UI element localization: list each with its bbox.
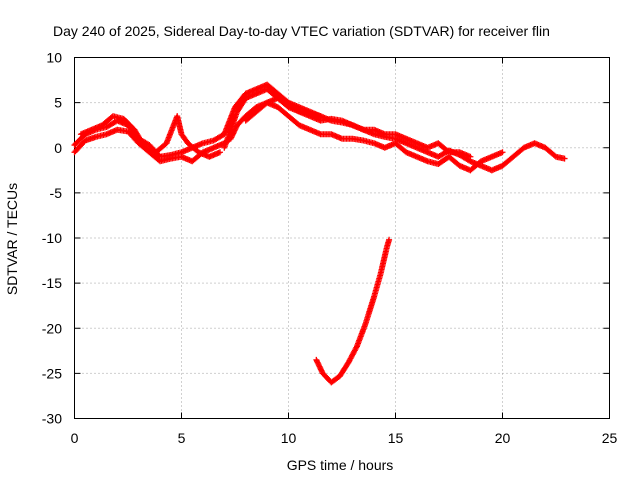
x-tick-label: 15 xyxy=(388,430,404,446)
x-tick-label: 25 xyxy=(602,430,618,446)
x-tick-label: 0 xyxy=(71,430,79,446)
series-track-4 xyxy=(77,113,224,160)
y-tick-label: -10 xyxy=(42,230,62,246)
x-tick-label: 10 xyxy=(281,430,297,446)
series-track-6 xyxy=(313,236,393,386)
x-axis-label: GPS time / hours xyxy=(287,457,394,473)
grid-lines xyxy=(74,57,610,419)
series-track-2 xyxy=(71,99,506,174)
data-point xyxy=(561,155,568,162)
y-tick-label: -25 xyxy=(42,365,62,381)
chart-title: Day 240 of 2025, Sidereal Day-to-day VTE… xyxy=(53,23,550,39)
series-track-1 xyxy=(71,81,568,174)
data-point xyxy=(467,153,474,160)
y-tick-label: 5 xyxy=(54,95,62,111)
y-tick-label: 10 xyxy=(46,50,62,66)
data-point xyxy=(217,149,224,156)
x-tick-label: 20 xyxy=(495,430,511,446)
x-tick-label: 5 xyxy=(178,430,186,446)
series-track-3 xyxy=(221,86,324,151)
tick-labels: 0 5 10 15 20 25 -30 -25 -20 -15 -10 -5 0 5 10 xyxy=(42,50,618,447)
y-tick-label: -20 xyxy=(42,320,62,336)
series-track-5 xyxy=(242,95,474,160)
data-point xyxy=(386,236,393,243)
y-tick-label: 0 xyxy=(54,140,62,156)
data-series xyxy=(71,81,568,386)
y-tick-label: -5 xyxy=(50,185,63,201)
data-point xyxy=(444,148,451,155)
y-tick-label: -15 xyxy=(42,275,62,291)
tick-marks xyxy=(74,57,610,419)
data-point xyxy=(499,149,506,156)
y-axis-label: SDTVAR / TECUs xyxy=(4,183,20,295)
y-tick-label: -30 xyxy=(42,411,62,427)
